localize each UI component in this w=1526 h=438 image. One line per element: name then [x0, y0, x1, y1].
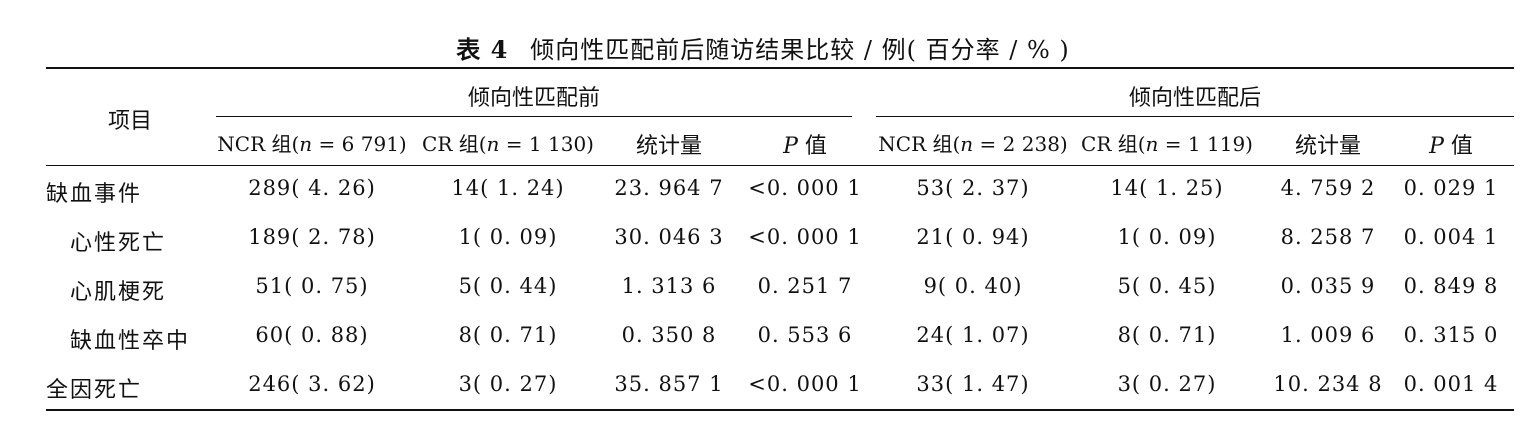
table-cell: 0. 315 0	[1403, 323, 1499, 347]
row-label: 缺血事件	[46, 182, 143, 207]
table-cell: <0. 000 1	[748, 176, 862, 200]
table-caption: 表 4 倾向性匹配前后随访结果比较 / 例( 百分率 / % )	[0, 30, 1526, 65]
table-cell: <0. 000 1	[748, 372, 862, 396]
row-label: 全因死亡	[46, 378, 143, 403]
table-cell: 0. 251 7	[757, 274, 853, 298]
column-header: P 值	[740, 128, 870, 160]
group-rule-before	[216, 116, 852, 117]
table-cell: 8( 0. 71)	[458, 323, 558, 347]
table-cell: 9( 0. 40)	[923, 274, 1023, 298]
column-header: CR 组(n = 1 119)	[1072, 128, 1262, 157]
table-cell: 35. 857 1	[614, 372, 724, 396]
table-cell: 5( 0. 45)	[1117, 274, 1217, 298]
column-header-text: 统计量	[1294, 134, 1361, 159]
column-header: NCR 组(n = 6 791)	[212, 128, 412, 157]
table-cell: 8( 0. 71)	[1117, 323, 1217, 347]
column-header-italic: n	[486, 132, 500, 156]
table-cell: 1. 313 6	[621, 274, 717, 298]
row-label: 缺血性卒中	[70, 329, 191, 354]
column-header-text: NCR 组(	[878, 132, 961, 156]
table-cell: 3( 0. 27)	[1117, 372, 1217, 396]
column-header-suffix: = 1 119)	[1158, 132, 1253, 156]
table-cell: <0. 000 1	[748, 225, 862, 249]
table-cell: 0. 849 8	[1403, 274, 1499, 298]
table-cell: 289( 4. 26)	[248, 176, 376, 200]
table-cell: 0. 035 9	[1280, 274, 1376, 298]
column-header-italic: n	[960, 132, 974, 156]
table-number: 表 4	[456, 35, 509, 64]
column-header-text: CR 组(	[1081, 132, 1146, 156]
column-header: CR 组(n = 1 130)	[413, 128, 603, 157]
column-header-italic: n	[299, 132, 313, 156]
column-header-text: 统计量	[635, 134, 702, 159]
table-cell: 3( 0. 27)	[458, 372, 558, 396]
header-rule	[46, 165, 1514, 166]
row-label: 心性死亡	[70, 231, 167, 256]
column-header-italic: P	[1429, 134, 1444, 159]
table-cell: 0. 350 8	[621, 323, 717, 347]
group-header: 倾向性匹配后	[1128, 86, 1261, 111]
row-label: 心肌梗死	[70, 280, 167, 305]
column-header-suffix: 值	[797, 134, 827, 159]
column-header-suffix: = 1 130)	[499, 132, 594, 156]
top-rule	[46, 67, 1514, 69]
column-header-italic: n	[1145, 132, 1159, 156]
table-cell: 0. 553 6	[757, 323, 853, 347]
column-header-suffix: 值	[1443, 134, 1473, 159]
table-cell: 60( 0. 88)	[255, 323, 369, 347]
table-cell: 1( 0. 09)	[458, 225, 558, 249]
table-cell: 24( 1. 07)	[916, 323, 1030, 347]
table-cell: 8. 258 7	[1280, 225, 1376, 249]
group-header: 倾向性匹配前	[467, 86, 600, 111]
table-cell: 0. 001 4	[1403, 372, 1499, 396]
table-title: 倾向性匹配前后随访结果比较 / 例( 百分率 / % )	[530, 36, 1070, 64]
bottom-rule	[46, 409, 1514, 411]
table-cell: 1. 009 6	[1280, 323, 1376, 347]
column-header: 统计量	[1253, 128, 1403, 160]
column-header: NCR 组(n = 2 238)	[873, 128, 1073, 157]
table-cell: 33( 1. 47)	[916, 372, 1030, 396]
table-cell: 14( 1. 25)	[1110, 176, 1224, 200]
column-header-text: CR 组(	[422, 132, 487, 156]
column-header-suffix: = 2 238)	[973, 132, 1068, 156]
table-cell: 1( 0. 09)	[1117, 225, 1217, 249]
table-cell: 30. 046 3	[614, 225, 724, 249]
table-cell: 4. 759 2	[1280, 176, 1376, 200]
column-header-italic: P	[783, 134, 798, 159]
column-header-suffix: = 6 791)	[312, 132, 407, 156]
table-cell: 0. 029 1	[1403, 176, 1499, 200]
table-cell: 21( 0. 94)	[916, 225, 1030, 249]
column-header: 统计量	[594, 128, 744, 160]
table-cell: 189( 2. 78)	[248, 225, 376, 249]
table-cell: 51( 0. 75)	[255, 274, 369, 298]
table-cell: 53( 2. 37)	[916, 176, 1030, 200]
table-cell: 0. 004 1	[1403, 225, 1499, 249]
column-header-text: NCR 组(	[217, 132, 300, 156]
table-cell: 246( 3. 62)	[248, 372, 376, 396]
table-cell: 23. 964 7	[614, 176, 724, 200]
column-header: P 值	[1386, 128, 1516, 160]
table-cell: 5( 0. 44)	[458, 274, 558, 298]
group-rule-after	[876, 116, 1514, 117]
stub-header: 项目	[107, 109, 152, 134]
table-cell: 14( 1. 24)	[451, 176, 565, 200]
table-cell: 10. 234 8	[1273, 372, 1383, 396]
